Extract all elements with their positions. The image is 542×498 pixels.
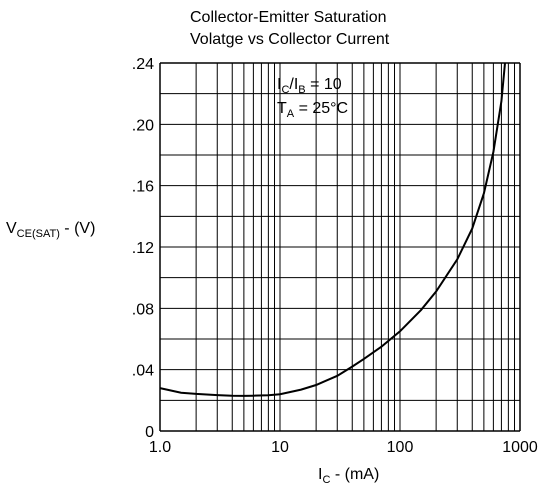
y-axis-label: VCE(SAT) - (V) [6,220,96,240]
tick-labels: 0 .04 .08 .12 .16 .20 .24 1.0 10 100 1000 [132,56,538,456]
y-tick-label: .04 [132,363,154,380]
annotation2-a-sub: A [286,108,295,120]
y-tick-label: .20 [132,117,154,134]
y-tick-label: 0 [145,424,154,441]
annotation1-rest: = 10 [305,76,342,93]
x-tick-label: 10 [271,439,289,456]
y-tick-label: .24 [132,56,154,73]
series-line [159,62,506,397]
annotation-ic-ib: IC/IB = 10 [277,76,342,96]
y-tick-label: .08 [132,301,154,318]
y-axis-label-unit: - (V) [59,220,96,237]
chart-title-line1: Collector-Emitter Saturation [190,9,387,26]
y-axis-label-sub: CE(SAT) [16,228,60,240]
y-tick-label: .16 [132,179,154,196]
chart-title-line2: Volatge vs Collector Current [190,31,390,48]
grid-lines [159,62,521,432]
x-axis-label: IC - (mA) [318,466,380,486]
annotation1-b-sub: B [298,84,306,96]
annotation1-a: I [277,76,282,93]
x-tick-label: 1.0 [149,439,171,456]
y-axis-label-main: V [6,220,17,237]
x-axis-label-sub: C [322,474,331,486]
y-tick-label: .12 [132,240,154,257]
annotation1-a-sub: C [281,84,290,96]
annotation2-rest: = 25°C [294,100,349,117]
x-tick-label: 1000 [502,439,538,456]
annotation1-slash: /I [289,76,299,93]
x-tick-label: 100 [387,439,414,456]
annotation2-a: T [277,100,287,117]
x-axis-label-main: I [318,466,323,483]
x-axis-label-unit: - (mA) [330,466,380,483]
annotation-ta: TA = 25°C [277,100,349,120]
